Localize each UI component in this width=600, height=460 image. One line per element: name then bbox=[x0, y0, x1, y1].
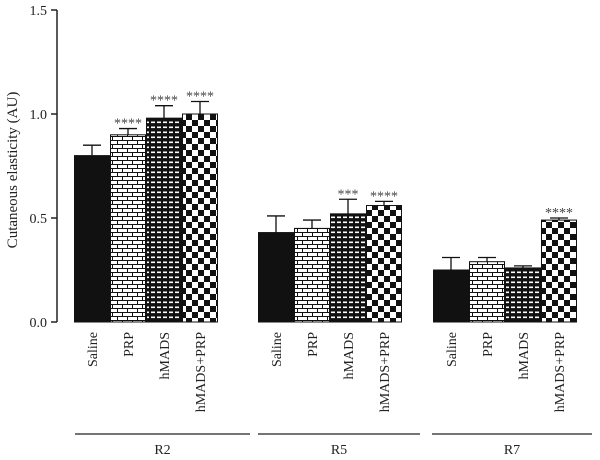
x-tick-label: hMADS bbox=[158, 332, 173, 379]
x-tick-label: hMADS+PRP bbox=[553, 332, 568, 412]
x-tick-label: hMADS bbox=[342, 332, 357, 379]
y-axis-label: Cutaneous elasticity (AU) bbox=[5, 92, 21, 249]
bar bbox=[258, 232, 294, 323]
group-label: R5 bbox=[331, 443, 347, 458]
bar bbox=[146, 117, 182, 323]
x-tick-label: hMADS+PRP bbox=[194, 332, 209, 412]
bar bbox=[541, 219, 577, 323]
group-label: R2 bbox=[154, 443, 170, 458]
x-tick-label: PRP bbox=[306, 332, 321, 357]
x-tick-label: hMADS+PRP bbox=[378, 332, 393, 412]
bar bbox=[74, 155, 110, 323]
x-tick-label: hMADS bbox=[517, 332, 532, 379]
bar bbox=[294, 227, 330, 323]
bars: ******** ******* ******** bbox=[74, 90, 577, 323]
bar bbox=[469, 261, 505, 323]
x-tick-label: PRP bbox=[122, 332, 137, 357]
x-tick-label: PRP bbox=[481, 332, 496, 357]
y-tick-label: 1.0 bbox=[30, 108, 48, 123]
significance-label: *** bbox=[338, 187, 359, 202]
x-tick-label: Saline bbox=[445, 332, 460, 367]
bar bbox=[505, 267, 541, 323]
group-labels: R2 R5 R7 bbox=[75, 433, 592, 458]
significance-label: **** bbox=[150, 94, 178, 109]
significance-label: **** bbox=[370, 189, 398, 204]
bar bbox=[110, 134, 146, 323]
y-tick-label: 0.0 bbox=[30, 316, 48, 331]
group-label: R7 bbox=[504, 443, 520, 458]
x-tick-labels: Saline PRP hMADS hMADS+PRP Saline PRP hMADS hMA… bbox=[86, 332, 568, 412]
axes: 0.0 0.5 1.0 1.5 bbox=[30, 4, 58, 331]
x-tick-label: Saline bbox=[270, 332, 285, 367]
significance-label: **** bbox=[545, 206, 573, 221]
y-tick-label: 0.5 bbox=[30, 212, 48, 227]
bar bbox=[433, 269, 469, 323]
significance-label: **** bbox=[186, 90, 214, 105]
x-tick-label: Saline bbox=[86, 332, 101, 367]
y-tick-label: 1.5 bbox=[30, 4, 48, 19]
bar bbox=[330, 213, 366, 323]
bar bbox=[366, 205, 402, 323]
significance-label: **** bbox=[114, 117, 142, 132]
bar bbox=[182, 113, 218, 323]
